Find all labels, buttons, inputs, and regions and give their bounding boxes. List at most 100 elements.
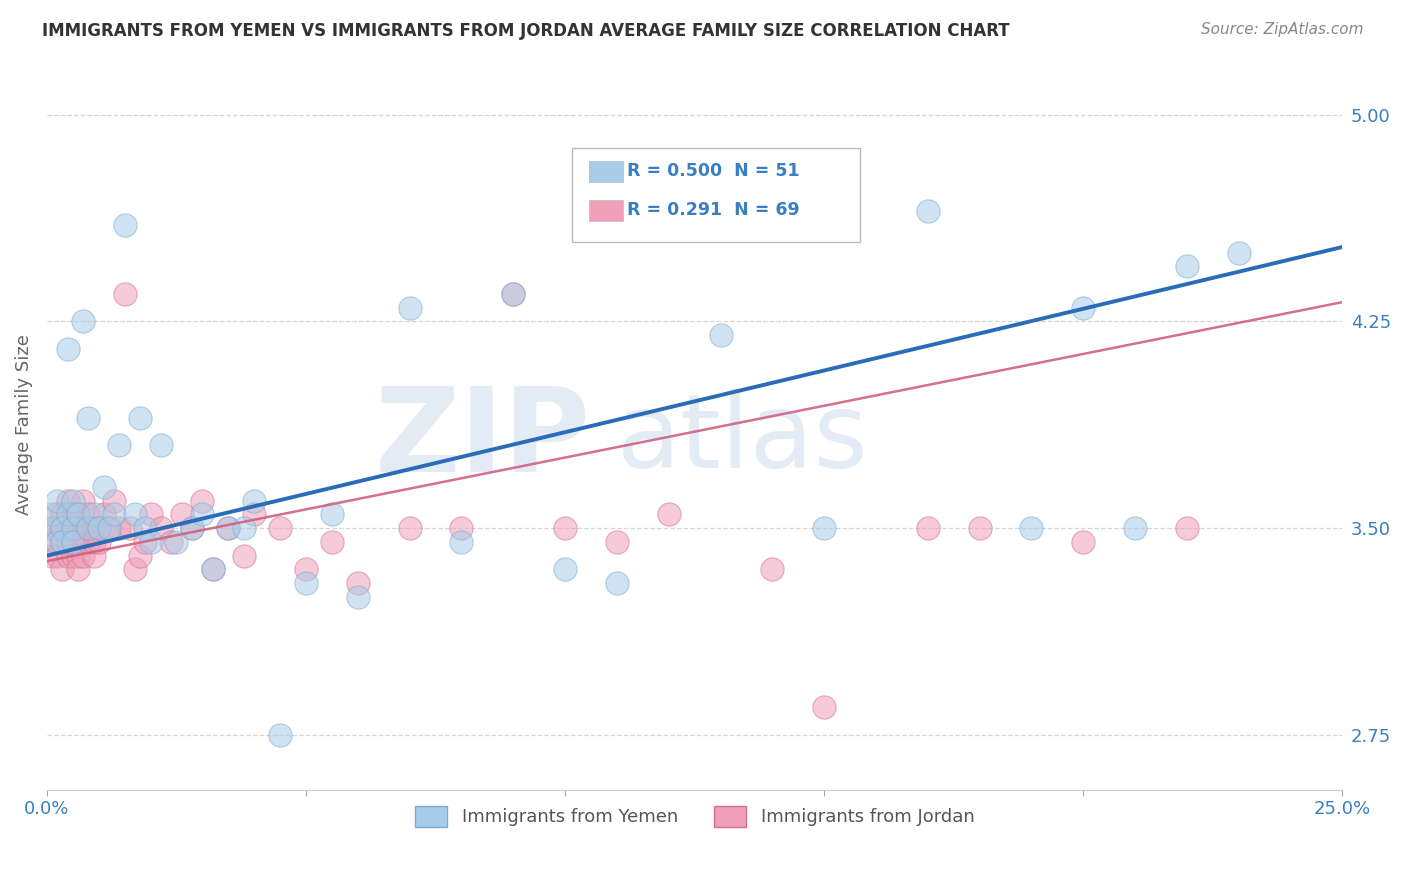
Point xyxy=(83,534,105,549)
Point xyxy=(62,521,84,535)
Point xyxy=(181,521,204,535)
Point xyxy=(72,314,94,328)
Point xyxy=(502,286,524,301)
Point xyxy=(1227,245,1250,260)
Point xyxy=(658,508,681,522)
Point xyxy=(72,534,94,549)
Point xyxy=(66,508,89,522)
Point xyxy=(191,508,214,522)
Point xyxy=(46,521,69,535)
Point xyxy=(46,534,69,549)
Point xyxy=(41,549,63,563)
Point xyxy=(201,562,224,576)
Point xyxy=(114,218,136,232)
Point xyxy=(56,342,79,356)
Point xyxy=(761,562,783,576)
Point xyxy=(191,493,214,508)
Point xyxy=(450,534,472,549)
Point xyxy=(66,562,89,576)
Point xyxy=(139,534,162,549)
Point xyxy=(56,493,79,508)
Point xyxy=(502,286,524,301)
Point xyxy=(1071,301,1094,315)
Point xyxy=(243,493,266,508)
Point xyxy=(66,508,89,522)
Point xyxy=(201,562,224,576)
Point xyxy=(93,480,115,494)
Point xyxy=(51,534,73,549)
Point xyxy=(1175,260,1198,274)
Point xyxy=(62,508,84,522)
Point xyxy=(56,521,79,535)
Point xyxy=(170,508,193,522)
Y-axis label: Average Family Size: Average Family Size xyxy=(15,334,32,516)
Text: R = 0.500  N = 51: R = 0.500 N = 51 xyxy=(627,161,800,179)
Point xyxy=(41,521,63,535)
Point xyxy=(77,508,100,522)
Point xyxy=(217,521,239,535)
Point xyxy=(108,521,131,535)
Point xyxy=(181,521,204,535)
Point xyxy=(46,508,69,522)
Point xyxy=(103,508,125,522)
Point xyxy=(346,576,368,591)
Point xyxy=(51,508,73,522)
Point xyxy=(269,728,291,742)
Point xyxy=(969,521,991,535)
Point xyxy=(66,521,89,535)
Text: Source: ZipAtlas.com: Source: ZipAtlas.com xyxy=(1201,22,1364,37)
Point xyxy=(103,493,125,508)
Point xyxy=(398,521,420,535)
Point xyxy=(1175,521,1198,535)
Point xyxy=(139,508,162,522)
Point xyxy=(56,534,79,549)
Point xyxy=(46,549,69,563)
Point xyxy=(346,590,368,604)
Point xyxy=(83,521,105,535)
Point xyxy=(232,549,254,563)
Point xyxy=(165,534,187,549)
Point xyxy=(62,521,84,535)
Point xyxy=(554,562,576,576)
Point xyxy=(77,410,100,425)
Point xyxy=(41,534,63,549)
Point xyxy=(160,534,183,549)
Text: atlas: atlas xyxy=(617,389,869,490)
Point xyxy=(51,521,73,535)
Point xyxy=(77,534,100,549)
Point xyxy=(134,521,156,535)
Point xyxy=(450,521,472,535)
Point xyxy=(93,508,115,522)
Point xyxy=(149,521,172,535)
Text: R = 0.291  N = 69: R = 0.291 N = 69 xyxy=(627,201,800,219)
Point xyxy=(217,521,239,535)
Point xyxy=(108,438,131,452)
Point xyxy=(87,521,110,535)
Point xyxy=(295,562,318,576)
Point xyxy=(41,508,63,522)
Point xyxy=(77,521,100,535)
Point xyxy=(321,534,343,549)
Point xyxy=(72,521,94,535)
Point xyxy=(917,204,939,219)
Point xyxy=(87,521,110,535)
Point xyxy=(46,493,69,508)
Legend: Immigrants from Yemen, Immigrants from Jordan: Immigrants from Yemen, Immigrants from J… xyxy=(405,797,984,836)
Point xyxy=(606,534,628,549)
Point xyxy=(813,700,835,714)
Point xyxy=(51,521,73,535)
Point xyxy=(87,534,110,549)
Point xyxy=(77,521,100,535)
Point xyxy=(51,562,73,576)
Point xyxy=(72,493,94,508)
Point xyxy=(129,410,152,425)
Text: IMMIGRANTS FROM YEMEN VS IMMIGRANTS FROM JORDAN AVERAGE FAMILY SIZE CORRELATION : IMMIGRANTS FROM YEMEN VS IMMIGRANTS FROM… xyxy=(42,22,1010,40)
Point xyxy=(98,521,121,535)
Point xyxy=(83,508,105,522)
Text: ZIP: ZIP xyxy=(375,382,591,497)
Point xyxy=(62,493,84,508)
Point xyxy=(56,549,79,563)
Point xyxy=(66,549,89,563)
Point xyxy=(269,521,291,535)
Point xyxy=(1071,534,1094,549)
